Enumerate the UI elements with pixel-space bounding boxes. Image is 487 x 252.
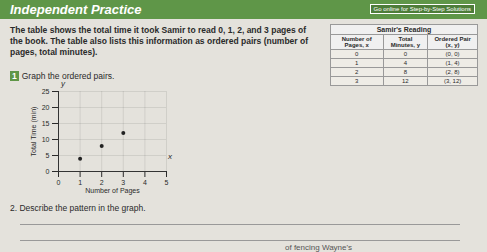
html-text:0: 0 — [355, 51, 359, 57]
svg-text:20: 20 — [42, 104, 50, 111]
svg-text:3: 3 — [121, 179, 125, 186]
html-text:of fencing Wayne's: of fencing Wayne's — [285, 243, 352, 252]
svg-text:5: 5 — [46, 152, 50, 159]
html-text:0: 0 — [403, 51, 407, 57]
html-text:2: 2 — [355, 69, 359, 75]
html-text:Ordered Pair (x, y): Ordered Pair (x, y) — [434, 36, 471, 48]
svg-text:5: 5 — [165, 179, 169, 186]
html-text:Total Minutes, y: Total Minutes, y — [390, 36, 420, 48]
html-text:8: 8 — [403, 69, 407, 75]
svg-text:2: 2 — [100, 179, 104, 186]
html-text:3: 3 — [355, 78, 359, 84]
html-text:Go online for Step-by-Step Sol: Go online for Step-by-Step Solutions — [373, 6, 471, 12]
html-text:x: x — [168, 152, 172, 161]
html-text:(1, 4): (1, 4) — [445, 60, 460, 66]
svg-text:Total Time (min): Total Time (min) — [30, 107, 38, 157]
svg-text:Number of Pages: Number of Pages — [85, 187, 140, 195]
svg-text:15: 15 — [42, 120, 50, 127]
svg-text:1: 1 — [78, 179, 82, 186]
html-text:1: 1 — [355, 60, 359, 66]
svg-text:4: 4 — [143, 179, 147, 186]
html-text:12: 12 — [402, 78, 409, 84]
svg-text:25: 25 — [42, 88, 50, 95]
html-text:1: 1 — [12, 71, 17, 81]
html-text:(3, 12): (3, 12) — [443, 78, 462, 84]
svg-text:0: 0 — [57, 179, 61, 186]
html-text:4: 4 — [403, 60, 407, 66]
html-text:Samir's Reading: Samir's Reading — [376, 26, 432, 33]
html-text:2. Describe the pattern in the: 2. Describe the pattern in the graph. — [10, 203, 146, 213]
html-text:Number of Pages, x: Number of Pages, x — [341, 36, 372, 48]
html-text:y: y — [61, 79, 65, 88]
html-text:The table shows the total time: The table shows the total time it took S… — [10, 25, 308, 57]
svg-text:10: 10 — [42, 136, 50, 143]
html-text:Graph the ordered pairs.: Graph the ordered pairs. — [21, 71, 115, 81]
html-text:(0, 0): (0, 0) — [445, 51, 460, 57]
html-text:Independent Practice: Independent Practice — [10, 2, 142, 17]
html-text:(2, 8): (2, 8) — [445, 69, 460, 75]
svg-text:0: 0 — [46, 168, 50, 175]
